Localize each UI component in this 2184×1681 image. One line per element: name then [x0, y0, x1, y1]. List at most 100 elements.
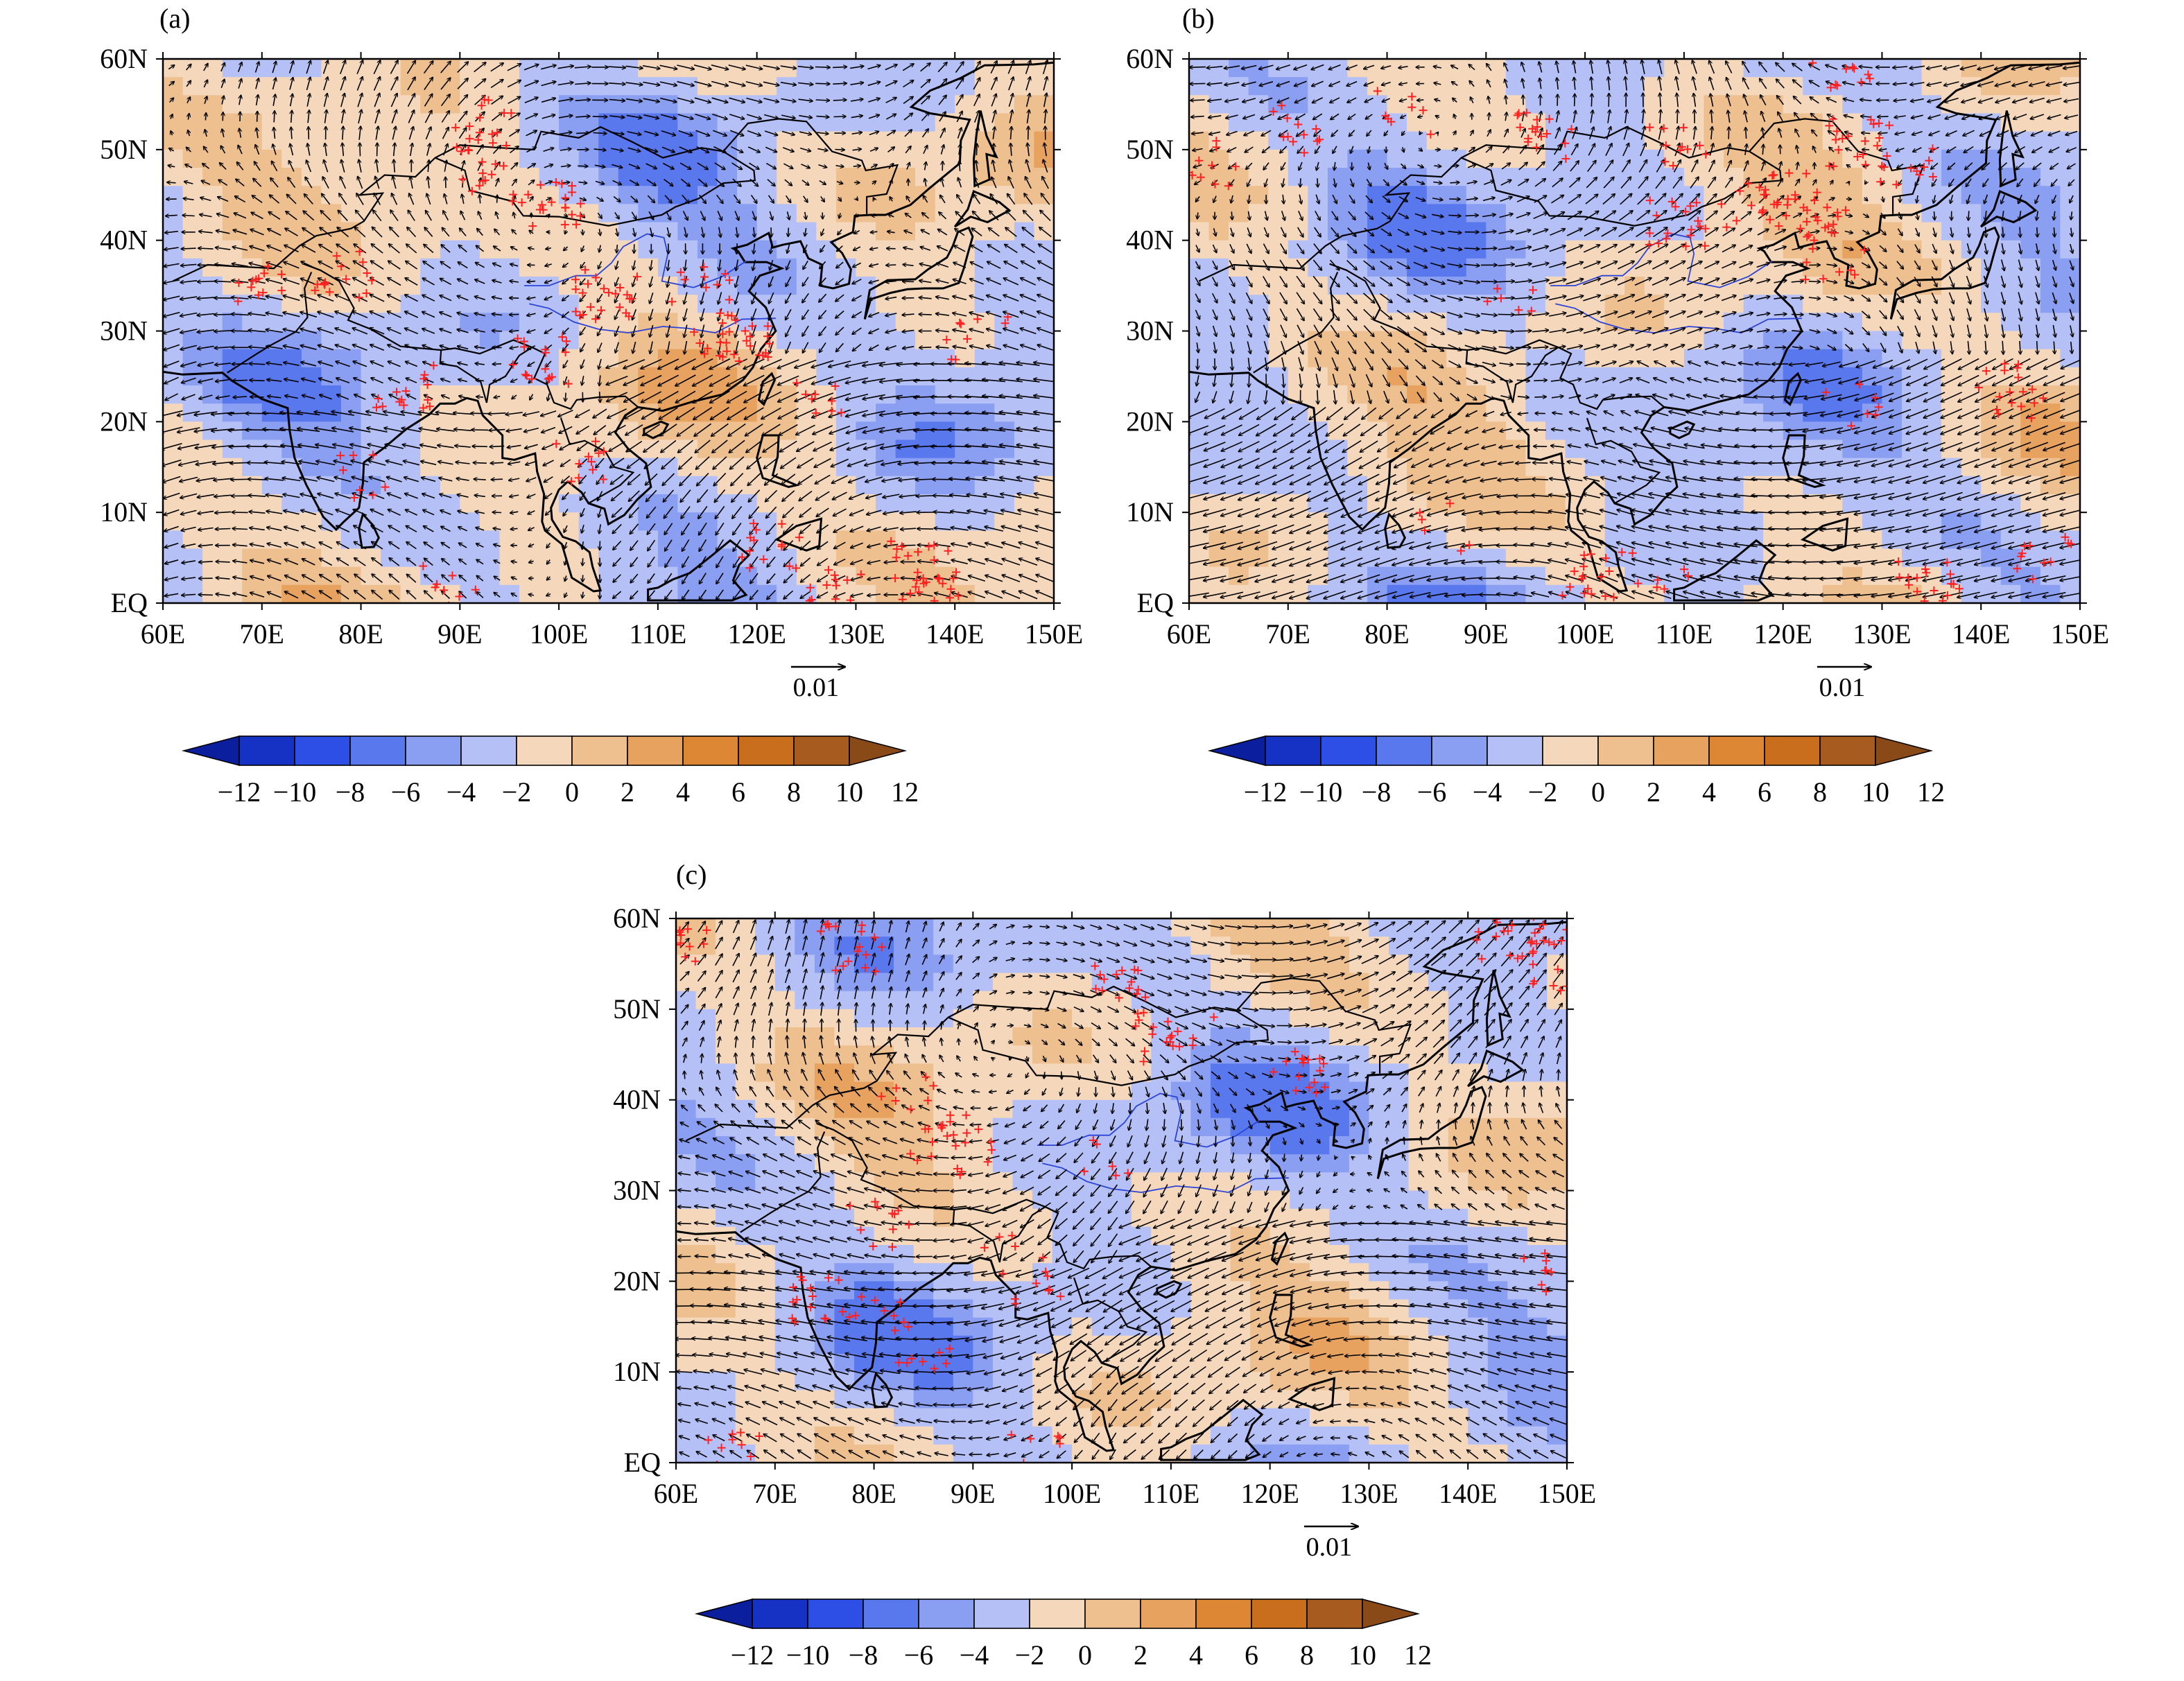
y-tick-label: 60N [613, 903, 661, 934]
colorbar-swatch [460, 735, 517, 766]
x-tick-label: 70E [1266, 618, 1310, 650]
colorbar-extend-min [1207, 735, 1266, 767]
y-tick-label: 10N [1126, 496, 1174, 528]
colorbar-swatch [1542, 735, 1599, 766]
y-tick-label: 10N [100, 496, 148, 528]
colorbar-label: −12 [218, 776, 261, 808]
colorbar-swatch [1320, 735, 1377, 766]
y-tick-label: 30N [1126, 315, 1174, 347]
colorbar-swatch [752, 1599, 808, 1629]
x-tick-label: 120E [1753, 618, 1812, 650]
colorbar-swatch [793, 735, 850, 766]
x-tick-label: 120E [727, 618, 786, 650]
colorbar-swatch [294, 735, 351, 766]
y-tick-label: 10N [613, 1356, 661, 1387]
panel-label-a: (a) [159, 3, 190, 34]
reference-vector-label: 0.01 [1306, 1533, 1353, 1562]
colorbar-label: 12 [1917, 776, 1945, 808]
x-tick-label: 100E [1043, 1478, 1101, 1509]
y-tick-label: 50N [1126, 134, 1174, 165]
colorbar-swatch [1376, 735, 1432, 766]
map-area-c [675, 917, 1568, 1464]
colorbar-swatch [627, 735, 684, 766]
colorbar-label: −2 [1015, 1639, 1045, 1671]
y-tick-label: 40N [1126, 225, 1174, 256]
colorbar-label: 4 [1189, 1639, 1203, 1671]
colorbar-swatch [1306, 1599, 1363, 1629]
colorbar-label: 2 [621, 776, 634, 808]
x-tick-label: 130E [1853, 618, 1911, 650]
x-tick-label: 90E [1464, 618, 1508, 650]
x-tick-label: 60E [141, 618, 185, 650]
colorbar-swatch [918, 1599, 975, 1629]
colorbar-swatch [239, 735, 295, 766]
colorbar-label: 10 [1862, 776, 1889, 808]
colorbar-swatch [1265, 735, 1321, 766]
x-tick-label: 90E [437, 618, 482, 650]
map-area-a [162, 58, 1055, 604]
colorbar-label: −4 [447, 776, 476, 808]
y-tick-label: 60N [1126, 43, 1174, 74]
colorbar-label: 12 [1404, 1639, 1432, 1671]
y-tick-label: 50N [100, 134, 148, 165]
reference-vector-a: 0.01 [790, 667, 845, 702]
colorbar-a: −12 −10 −8 −6 −4 −2 0 2 4 6 8 10 12 [181, 735, 919, 808]
colorbar-swatch [1597, 735, 1654, 766]
panel-label-c: (c) [676, 859, 707, 890]
y-tick-label: 20N [1126, 406, 1174, 437]
colorbar-label: 10 [1349, 1639, 1376, 1671]
colorbar-label: −8 [849, 1639, 878, 1671]
y-tick-label: 40N [100, 225, 148, 256]
colorbar-label: 2 [1134, 1639, 1147, 1671]
colorbar-label: 12 [891, 776, 919, 808]
colorbar-extend-min [694, 1598, 753, 1630]
colorbar-label: −4 [1473, 776, 1502, 808]
colorbar-swatch [807, 1599, 864, 1629]
colorbar-swatch [1029, 1599, 1086, 1629]
x-tick-label: 150E [1538, 1478, 1596, 1509]
colorbar-swatch [1431, 735, 1488, 766]
x-tick-label: 110E [629, 618, 686, 650]
y-tick-label: EQ [1137, 587, 1174, 618]
colorbar-label: 0 [565, 776, 579, 808]
colorbar-label: 4 [676, 776, 690, 808]
colorbar-label: −4 [960, 1639, 989, 1671]
colorbar-swatch [1764, 735, 1821, 766]
y-tick-label: 60N [100, 43, 148, 74]
colorbar-swatch [571, 735, 628, 766]
colorbar-swatch [1251, 1599, 1308, 1629]
colorbar-swatch [738, 735, 795, 766]
x-tick-label: 130E [1340, 1478, 1398, 1509]
y-tick-label: 30N [613, 1175, 661, 1206]
colorbar-swatch [1708, 735, 1765, 766]
y-tick-label: 20N [613, 1265, 661, 1296]
x-tick-label: 140E [1952, 618, 2010, 650]
colorbar-label: 8 [787, 776, 801, 808]
x-tick-label: 60E [654, 1478, 698, 1509]
colorbar-label: 6 [1245, 1639, 1258, 1671]
map-area-b [1188, 58, 2081, 604]
colorbar-label: 4 [1702, 776, 1716, 808]
x-tick-label: 80E [338, 618, 383, 650]
y-tick-label: 50N [613, 993, 661, 1025]
colorbar-label: −10 [1299, 776, 1343, 808]
x-tick-label: 100E [1556, 618, 1614, 650]
colorbar-extend-max [849, 735, 908, 767]
reference-vector-label: 0.01 [1819, 673, 1866, 702]
x-tick-label: 120E [1240, 1478, 1299, 1509]
colorbar-label: −6 [904, 1639, 934, 1671]
x-tick-label: 60E [1167, 618, 1211, 650]
colorbar-swatch [682, 735, 739, 766]
colorbar-swatch [349, 735, 406, 766]
colorbar-swatch [1487, 735, 1543, 766]
x-tick-label: 150E [2051, 618, 2109, 650]
reference-vector-b: 0.01 [1817, 667, 1871, 702]
x-tick-label: 100E [530, 618, 588, 650]
colorbar-swatch [405, 735, 462, 766]
panel-c: (c) 60E 70E 80E 90E 100E 110E 120E 130E 140E 150E… [613, 859, 1596, 1671]
colorbar-extend-max [1362, 1598, 1421, 1630]
x-tick-label: 70E [753, 1478, 797, 1509]
colorbar-label: 6 [1758, 776, 1771, 808]
y-tick-label: 40N [613, 1084, 661, 1115]
